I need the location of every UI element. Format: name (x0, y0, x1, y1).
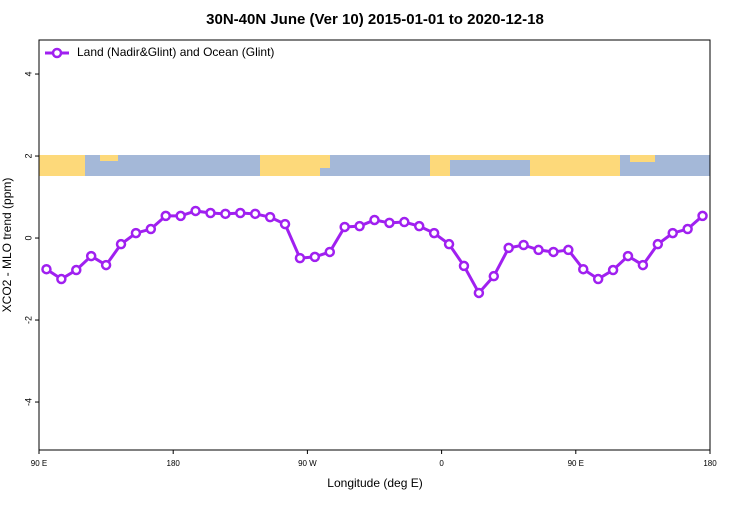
ocean (85, 155, 260, 176)
x-tick-label: 0 (439, 459, 444, 468)
point (369, 214, 380, 226)
point (130, 227, 142, 239)
point (339, 221, 350, 233)
ocean (330, 155, 430, 176)
x-tick-label: 180 (703, 459, 717, 468)
point (279, 218, 291, 230)
point (503, 242, 514, 254)
point (548, 246, 559, 258)
y-tick-label: 4 (23, 72, 33, 77)
y-tick-label: 2 (23, 154, 33, 159)
point (488, 270, 500, 282)
point (324, 246, 336, 258)
point (697, 210, 708, 222)
point (160, 210, 171, 222)
point (592, 273, 604, 285)
land (100, 155, 118, 161)
point (622, 250, 634, 262)
legend-marker (51, 47, 63, 59)
y-tick-label: -4 (23, 398, 33, 406)
point (190, 205, 201, 217)
point (578, 263, 589, 275)
y-tick-label: 0 (23, 236, 33, 241)
point (458, 260, 470, 272)
point (85, 250, 97, 262)
point (667, 227, 678, 239)
point (205, 207, 216, 219)
x-tick-label: 90 W (298, 459, 317, 468)
point (309, 251, 321, 263)
x-tick-label: 90 E (31, 459, 47, 468)
chart-title: 30N-40N June (Ver 10) 2015-01-01 to 2020… (206, 11, 544, 28)
map-strip (39, 155, 710, 176)
x-tick-label: 90 E (568, 459, 584, 468)
point (607, 264, 619, 276)
x-tick-label: 180 (167, 459, 181, 468)
y-axis-label: XCO2 - MLO trend (ppm) (0, 178, 14, 313)
point (518, 239, 529, 251)
point (443, 238, 455, 250)
point (413, 220, 425, 232)
ocean (450, 160, 530, 176)
point (175, 210, 186, 222)
point (56, 273, 67, 285)
plot-frame (38, 39, 711, 451)
ocean (320, 168, 330, 176)
point (473, 287, 485, 299)
point (249, 208, 261, 220)
point (533, 244, 544, 256)
y-tick-label: -2 (23, 316, 33, 324)
point (428, 227, 440, 239)
point (652, 238, 664, 250)
point (294, 252, 306, 264)
point (235, 207, 246, 219)
point (115, 238, 127, 250)
point (384, 217, 395, 229)
point (682, 223, 693, 235)
point (637, 259, 649, 271)
point (220, 208, 231, 220)
x-axis-label: Longitude (deg E) (327, 476, 422, 490)
point (71, 264, 82, 276)
point (354, 220, 365, 232)
point (41, 263, 52, 275)
point (100, 259, 112, 271)
point (563, 244, 574, 256)
point (399, 216, 410, 228)
point (264, 211, 276, 223)
point (145, 223, 157, 235)
legend-label: Land (Nadir&Glint) and Ocean (Glint) (77, 45, 274, 59)
land (630, 155, 655, 162)
